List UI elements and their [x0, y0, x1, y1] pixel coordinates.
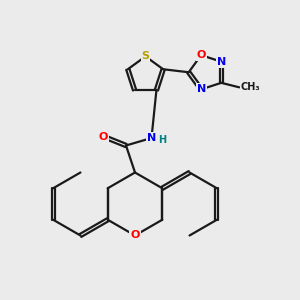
Text: N: N — [147, 133, 156, 143]
Text: CH₃: CH₃ — [241, 82, 260, 92]
Text: O: O — [99, 131, 108, 142]
Text: O: O — [196, 50, 206, 60]
Text: N: N — [217, 57, 226, 67]
Text: O: O — [130, 230, 140, 241]
Text: N: N — [196, 84, 206, 94]
Text: H: H — [158, 135, 166, 145]
Text: S: S — [142, 51, 149, 62]
